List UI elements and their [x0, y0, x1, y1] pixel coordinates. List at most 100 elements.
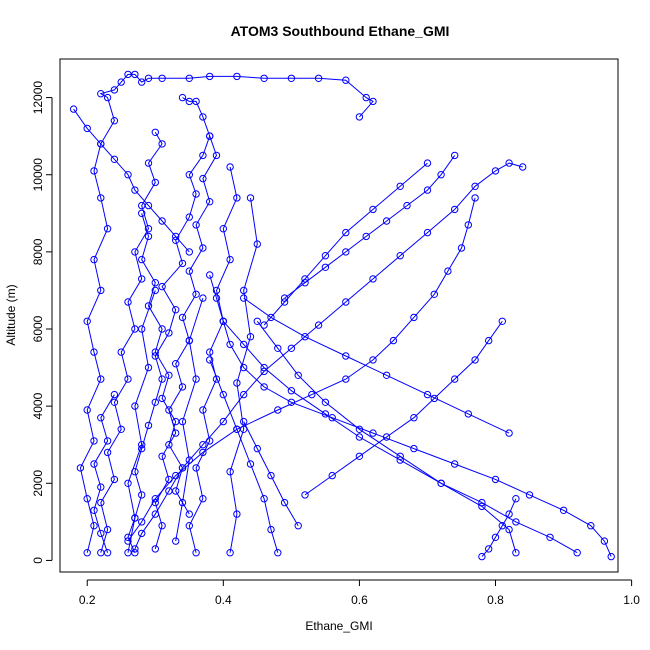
data-point: [90, 437, 98, 445]
data-point: [124, 298, 132, 306]
data-point: [382, 433, 391, 441]
series-line: [209, 359, 279, 553]
data-point: [172, 306, 180, 314]
data-point: [267, 313, 275, 322]
data-point: [206, 271, 214, 279]
data-point: [110, 475, 119, 484]
data-point: [274, 549, 282, 557]
data-point: [505, 510, 513, 518]
data-point: [478, 498, 486, 507]
series-10: [226, 194, 261, 557]
data-point: [178, 417, 187, 426]
data-point: [226, 468, 234, 476]
data-point: [546, 533, 554, 541]
data-point: [219, 390, 228, 399]
data-point: [97, 90, 105, 98]
data-point: [342, 76, 350, 84]
data-point: [512, 518, 520, 526]
data-point: [206, 437, 214, 445]
data-point: [457, 244, 466, 252]
x-tick-label: 0.2: [79, 593, 96, 607]
y-tick-label: 12000: [31, 81, 45, 115]
data-point: [206, 72, 214, 81]
y-tick-label: 2000: [31, 470, 45, 497]
series-3: [124, 194, 479, 545]
data-point: [151, 498, 160, 507]
data-point: [178, 498, 187, 507]
data-point: [83, 124, 91, 133]
data-point: [69, 105, 78, 113]
data-point: [144, 421, 153, 430]
data-point: [103, 525, 112, 534]
data-point: [226, 255, 234, 264]
series-line: [141, 213, 190, 515]
data-point: [423, 390, 432, 399]
data-point: [396, 456, 404, 464]
data-point: [158, 217, 166, 225]
data-point: [185, 97, 194, 106]
data-point: [369, 275, 377, 283]
data-point: [512, 495, 520, 503]
data-point: [97, 414, 105, 422]
data-point: [587, 522, 595, 530]
data-point: [151, 545, 160, 553]
series-7: [97, 128, 166, 557]
data-point: [410, 414, 418, 422]
data-point: [158, 74, 166, 83]
data-point: [103, 437, 112, 445]
series-21: [172, 294, 207, 545]
series-line: [127, 97, 211, 553]
data-point: [471, 182, 479, 191]
data-point: [158, 522, 166, 530]
data-point: [355, 425, 364, 433]
data-point: [110, 117, 119, 125]
data-point: [138, 209, 146, 218]
series-line: [284, 155, 456, 299]
data-point: [267, 471, 275, 480]
data-point: [287, 344, 296, 352]
data-point: [199, 441, 207, 449]
data-point: [233, 72, 241, 81]
data-point: [253, 240, 261, 248]
data-point: [158, 325, 166, 333]
data-point: [199, 113, 207, 121]
data-point: [192, 290, 200, 298]
data-point: [451, 460, 459, 468]
data-point: [437, 171, 445, 179]
y-tick-label: 8000: [31, 238, 45, 265]
data-point: [260, 74, 268, 83]
data-point: [369, 205, 377, 214]
data-point: [355, 452, 364, 460]
data-point: [185, 456, 194, 464]
series-16: [260, 159, 432, 329]
data-point: [444, 267, 452, 275]
data-point: [178, 313, 187, 322]
series-line: [79, 73, 374, 553]
data-point: [369, 97, 377, 106]
data-point: [362, 232, 370, 241]
data-point: [103, 225, 112, 233]
series-20: [90, 390, 119, 557]
data-point: [369, 356, 377, 364]
data-point: [559, 506, 568, 514]
data-point: [396, 182, 404, 191]
data-point: [185, 213, 194, 221]
data-point: [260, 495, 268, 503]
data-point: [485, 336, 493, 345]
data-point: [491, 167, 500, 175]
series-2: [131, 159, 527, 553]
data-point: [512, 549, 520, 557]
data-point: [124, 537, 132, 545]
data-point: [233, 510, 241, 518]
data-point: [138, 275, 146, 283]
series-line: [256, 320, 517, 553]
data-point: [246, 333, 255, 341]
data-point: [505, 429, 513, 437]
data-point: [90, 167, 98, 175]
data-point: [219, 417, 228, 426]
series-18: [240, 294, 513, 437]
data-point: [362, 93, 370, 102]
data-point: [328, 414, 336, 422]
data-point: [199, 448, 207, 457]
data-point: [172, 232, 180, 241]
